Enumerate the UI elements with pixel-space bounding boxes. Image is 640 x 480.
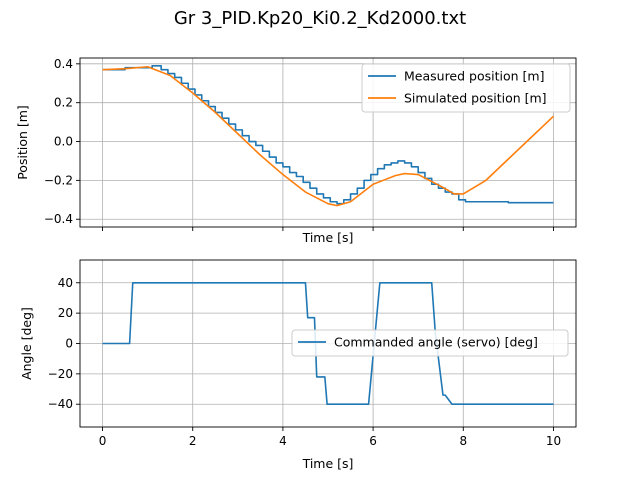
x-axis-label: Time [s]: [302, 456, 354, 471]
y-tick-label: −40: [48, 397, 73, 411]
y-axis-label: Position [m]: [15, 105, 30, 180]
y-tick-label: 0: [65, 337, 73, 351]
legend-box: [361, 63, 571, 113]
figure-title: Gr 3_PID.Kp20_Ki0.2_Kd2000.txt: [174, 8, 466, 29]
y-tick-label: −0.4: [44, 212, 73, 226]
y-axis-label: Angle [deg]: [19, 307, 34, 380]
legend-box: [291, 329, 569, 357]
y-tick-label: 40: [58, 276, 73, 290]
legend-entry: Measured position [m]: [404, 69, 544, 84]
y-tick-label: −0.2: [44, 173, 73, 187]
legend-entry: Simulated position [m]: [404, 91, 547, 106]
y-tick-label: 0.2: [54, 96, 73, 110]
y-tick-label: 0.0: [54, 135, 73, 149]
y-tick-label: 0.4: [54, 57, 73, 71]
x-tick-label: 4: [279, 434, 287, 448]
y-tick-label: −20: [48, 367, 73, 381]
angle-subplot: 0 2 4 6 8 10 −40 −20 0 20 40 Time [s] Angle [deg] Com…: [19, 259, 577, 471]
legend-entry: Commanded angle (servo) [deg]: [334, 335, 538, 350]
legend: Measured position [m] Simulated position …: [361, 63, 571, 113]
x-axis-label: Time [s]: [302, 230, 354, 245]
x-tick-label: 2: [189, 434, 197, 448]
x-tick-label: 8: [459, 434, 467, 448]
series-line-commanded: [102, 281, 554, 406]
x-tick-label: 10: [546, 434, 561, 448]
axes-frame: [79, 57, 577, 228]
y-tick-label: 20: [58, 306, 73, 320]
position-subplot: −0.4 −0.2 0.0 0.2 0.4 Time [s] Position [m] Mea…: [15, 57, 577, 245]
legend: Commanded angle (servo) [deg]: [291, 329, 569, 357]
x-tick-label: 0: [99, 434, 107, 448]
series-line-simulated: [102, 65, 555, 207]
x-tick-label: 6: [369, 434, 377, 448]
